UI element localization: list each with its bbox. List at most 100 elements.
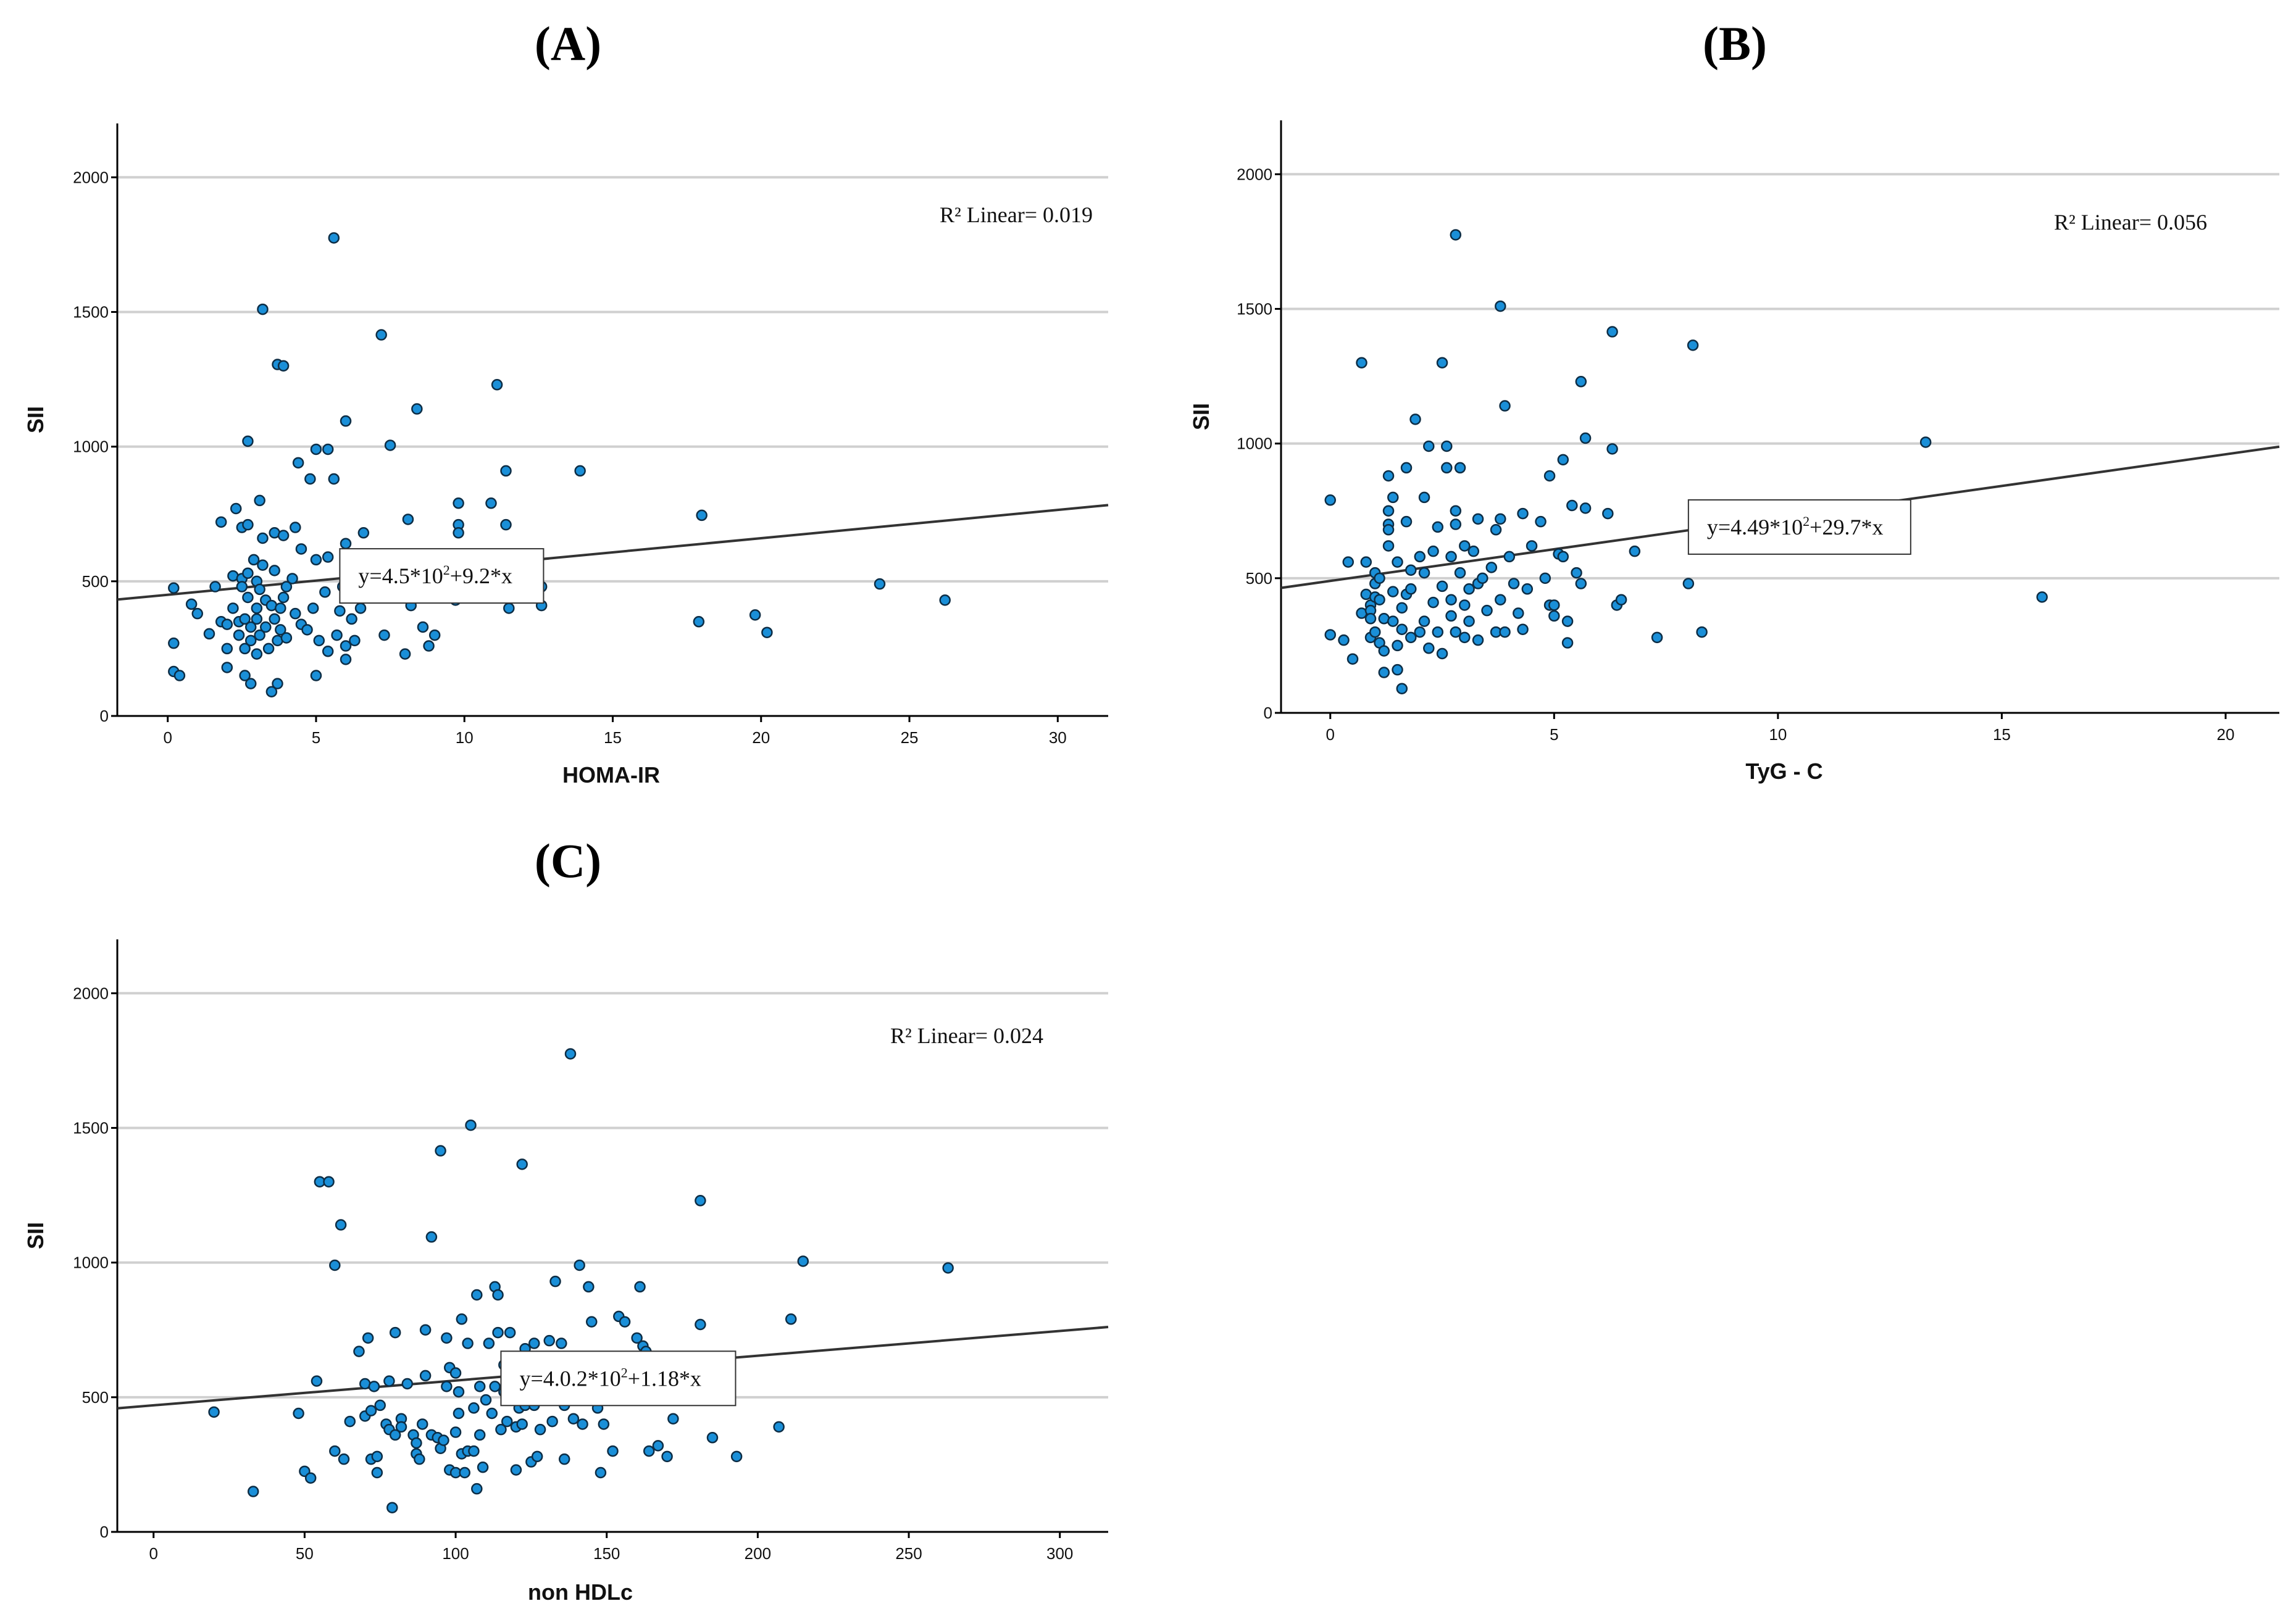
data-point [365,1405,377,1416]
data-point [1409,414,1421,425]
data-point [286,573,298,584]
data-point [1454,462,1466,474]
data-point [244,678,257,689]
data-point [395,1421,407,1433]
data-point [495,1423,507,1436]
data-point [598,1418,610,1430]
data-point [322,646,334,657]
data-point [1378,667,1390,678]
y-tick-label: 1500 [73,1118,109,1137]
data-point [265,686,278,697]
data-point [942,1262,954,1274]
data-point [1548,599,1560,611]
data-point [1405,583,1417,595]
data-point [1503,551,1516,563]
x-tick-label: 15 [1993,725,2011,744]
data-point [239,613,251,625]
data-point [322,551,334,563]
data-point [1579,502,1592,514]
data-point [242,567,254,579]
data-point [564,1048,577,1060]
x-tick-label: 250 [895,1544,922,1563]
data-point [1575,376,1587,388]
data-point [1445,610,1457,622]
data-point [1392,556,1403,568]
data-point [323,1176,335,1187]
x-tick-label: 100 [442,1544,469,1563]
data-point [260,621,272,633]
data-point [310,554,322,566]
data-point [1521,583,1534,595]
data-point [619,1316,631,1328]
x-axis-label: HOMA-IR [562,762,660,788]
data-point [1405,631,1417,644]
data-point [254,583,265,596]
data-point [1499,626,1511,638]
data-point [304,1472,317,1484]
data-point [1561,615,1574,627]
data-point [1396,602,1408,614]
data-point [254,494,265,507]
data-point [531,1450,543,1463]
data-point [389,1429,401,1441]
data-point [1450,626,1462,638]
data-point [465,1119,477,1131]
data-point [1418,615,1430,627]
data-point [269,613,280,625]
data-point [492,1326,504,1339]
data-point [319,586,331,598]
data-point [349,634,361,647]
data-point [248,554,260,566]
data-point [1477,572,1488,584]
x-tick-label: 0 [1326,725,1335,744]
data-point [1606,326,1618,338]
r2-label: R² Linear= 0.024 [890,1023,1043,1048]
data-point [384,439,396,451]
data-point [1445,551,1457,563]
data-point [425,1231,438,1243]
data-point [368,1381,380,1392]
data-point [1423,440,1435,452]
data-point [423,640,435,652]
data-point [329,1445,341,1457]
data-point [374,1399,386,1412]
data-point [486,1407,498,1420]
data-point [1387,491,1399,504]
data-point [242,518,254,531]
data-point [1526,540,1538,552]
data-point [785,1313,797,1325]
data-point [340,654,352,665]
y-tick-label: 1000 [73,1254,109,1272]
data-point [516,1158,528,1170]
data-point [419,1370,432,1382]
equation-label: y=4.5*102+9.2*x [358,562,512,588]
data-point [310,443,322,455]
data-point [480,1394,492,1406]
data-point [257,559,269,571]
data-point [269,565,280,576]
data-point [417,621,429,633]
data-point [1387,615,1399,627]
data-point [1539,572,1551,584]
x-tick-label: 0 [163,728,172,747]
data-point [311,1375,323,1387]
data-point [491,379,503,391]
data-point [257,303,269,315]
data-point [1346,653,1359,665]
y-tick-label: 500 [82,1388,109,1407]
data-point [1392,639,1403,652]
x-tick-label: 5 [1550,725,1558,744]
data-point [275,624,286,636]
data-point [215,516,227,528]
data-point [471,1483,483,1495]
data-point [353,1345,365,1357]
data-point [1441,440,1453,452]
data-point [558,1453,570,1465]
data-point [1382,470,1395,482]
data-point [643,1445,655,1457]
data-point [1414,551,1426,563]
data-point [574,465,586,477]
